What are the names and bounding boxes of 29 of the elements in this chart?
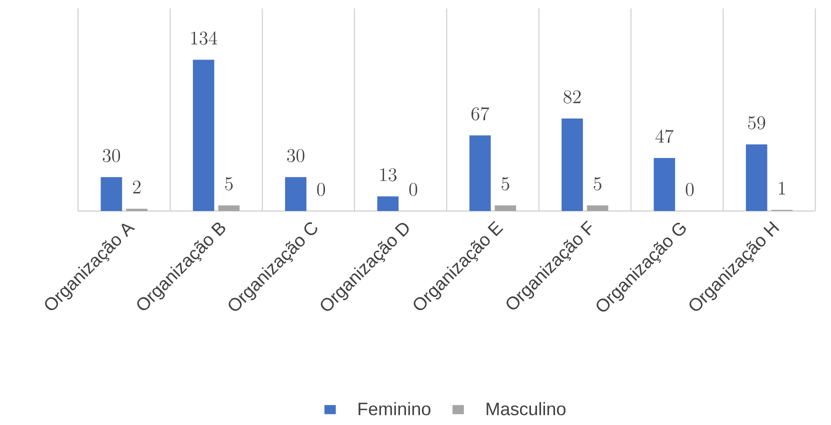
data-label: 134 xyxy=(191,31,218,45)
data-label: 5 xyxy=(594,177,602,190)
data-label: 0 xyxy=(409,182,418,196)
bar xyxy=(746,144,768,211)
data-label: 59 xyxy=(748,116,766,130)
data-label: 47 xyxy=(656,130,674,143)
data-label: 30 xyxy=(102,149,120,162)
legend-label: Masculino xyxy=(486,402,566,416)
data-label: 2 xyxy=(132,180,140,194)
data-label: 13 xyxy=(380,168,396,182)
data-label: 5 xyxy=(502,177,510,190)
legend-label: Feminino xyxy=(358,402,430,416)
bar xyxy=(377,196,399,211)
data-label: 82 xyxy=(564,90,581,104)
data-label: 0 xyxy=(686,182,694,196)
data-label: 1 xyxy=(778,182,786,194)
data-label: 0 xyxy=(317,182,325,196)
data-label: 30 xyxy=(287,149,304,162)
bar xyxy=(469,135,491,211)
bar xyxy=(100,177,122,211)
bar xyxy=(218,205,240,211)
bar xyxy=(285,177,306,211)
bar xyxy=(494,205,516,211)
data-label: 67 xyxy=(471,107,490,120)
bar xyxy=(562,118,583,211)
data-label: 5 xyxy=(225,177,233,190)
bar xyxy=(586,205,608,211)
bar xyxy=(654,158,676,211)
bar xyxy=(192,60,214,211)
